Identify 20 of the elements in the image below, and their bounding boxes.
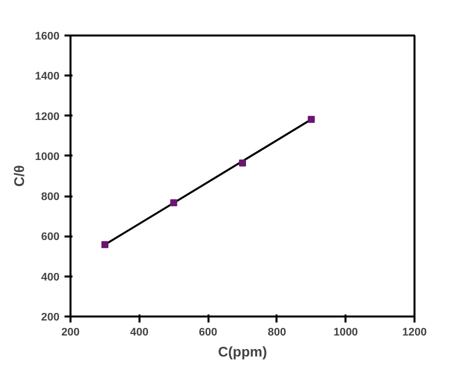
x-tick-label: 400 (130, 326, 148, 338)
y-tick-label: 1600 (35, 30, 60, 42)
x-tick-label: 1000 (333, 326, 358, 338)
y-tick-label: 600 (41, 231, 60, 244)
y-tick-label: 1200 (35, 110, 60, 123)
y-tick-label: 400 (41, 271, 60, 284)
point (170, 199, 178, 206)
x-tick-label: 800 (268, 326, 286, 338)
x-tick-label: 200 (61, 326, 80, 338)
y-tick-label: 800 (41, 191, 60, 204)
y-tick-label: 200 (41, 312, 60, 324)
x-tick-label: 600 (198, 326, 218, 338)
y-axis-title: C/θ (11, 165, 28, 187)
point (101, 241, 108, 248)
y-tick-label: 1400 (35, 70, 60, 83)
point (239, 159, 246, 166)
y-tick-label: 1000 (35, 150, 60, 163)
x-axis-title: C(ppm) (218, 344, 268, 360)
point (308, 116, 315, 123)
x-tick-label: 1200 (402, 326, 427, 338)
